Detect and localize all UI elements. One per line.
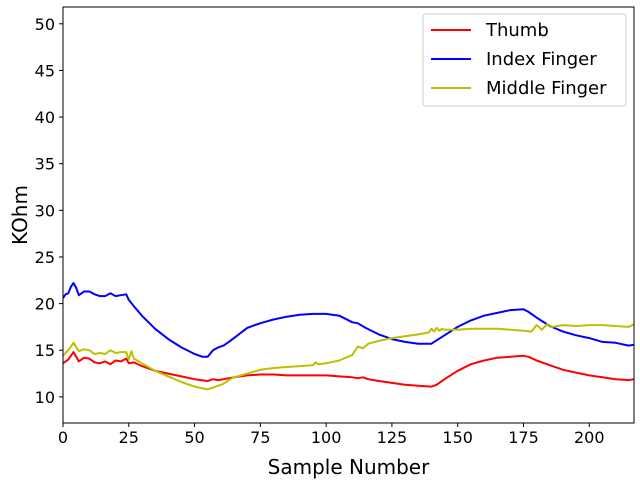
series-line-2 <box>62 323 635 391</box>
legend-box <box>422 13 627 107</box>
series-line-0 <box>62 351 635 388</box>
legend: Thumb Index Finger Middle Finger <box>422 13 627 107</box>
y-tick-label: 50 <box>35 15 55 34</box>
y-tick-label: 15 <box>35 341 55 360</box>
y-tick-label: 35 <box>35 155 55 174</box>
y-tick-label: 10 <box>35 388 55 407</box>
y-axis-label: KOhm <box>8 185 32 245</box>
x-tick-label: 200 <box>574 428 605 447</box>
legend-label: Thumb <box>485 20 549 41</box>
x-axis-label: Sample Number <box>268 455 430 479</box>
x-tick-label: 150 <box>442 428 473 447</box>
series-line-1 <box>62 282 635 358</box>
legend-label: Middle Finger <box>486 78 607 99</box>
x-tick-label: 125 <box>377 428 408 447</box>
y-axis-ticks: 10 15 20 25 30 35 40 45 50 <box>35 15 63 407</box>
x-tick-label: 175 <box>508 428 539 447</box>
y-tick-label: 25 <box>35 248 55 267</box>
legend-label: Index Finger <box>486 49 597 70</box>
plot-lines <box>62 282 635 391</box>
x-tick-label: 50 <box>184 428 204 447</box>
y-tick-label: 20 <box>35 295 55 314</box>
plot-frame <box>62 6 635 424</box>
x-axis-ticks: 0 25 50 75 100 125 150 175 200 <box>58 423 605 447</box>
x-tick-label: 25 <box>119 428 139 447</box>
y-tick-label: 30 <box>35 201 55 220</box>
x-tick-label: 100 <box>311 428 342 447</box>
y-tick-label: 45 <box>35 61 55 80</box>
x-tick-label: 0 <box>58 428 68 447</box>
y-tick-label: 40 <box>35 108 55 127</box>
x-tick-label: 75 <box>250 428 270 447</box>
